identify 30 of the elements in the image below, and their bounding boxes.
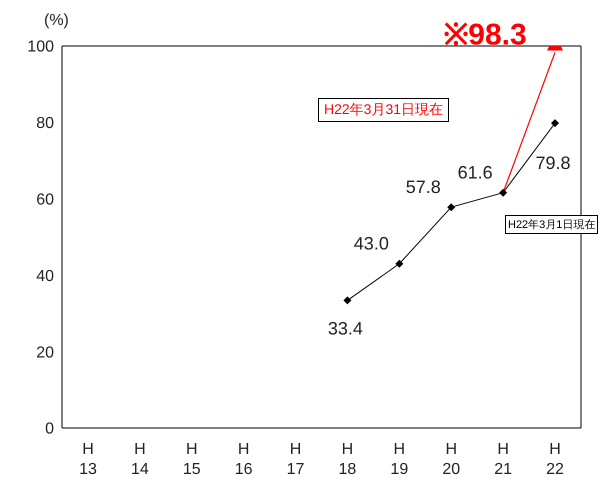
data-label: 33.4 [328,318,363,338]
y-tick-label: 60 [36,191,54,208]
x-tick-label: H 18 [338,441,356,478]
x-tick-label: H 22 [546,441,564,478]
data-label: 79.8 [535,153,571,174]
data-label: 57.8 [406,177,441,198]
annotation: H22年3月31日現在 [318,98,450,122]
y-tick-label: 20 [36,344,54,362]
x-tick-label: H 19 [390,441,408,478]
x-tick-label: H 20 [442,441,460,478]
x-tick-label: H 17 [286,441,305,478]
y-tick-label: 0 [45,420,54,438]
x-tick-label: H 16 [234,441,253,478]
x-tick-label: H 21 [494,441,512,478]
point [343,296,352,304]
data-label: 43.0 [354,234,389,254]
x-tick-label: H 14 [130,441,149,478]
y-axis-title: (%) [44,12,69,30]
y-tick-label: 40 [36,268,54,285]
x-tick-label: H 13 [79,441,97,478]
data-label: 61.6 [458,162,493,183]
annotation: H22年3月1日現在 [505,215,598,234]
data-label: ※98.3 [443,18,527,52]
point [447,203,456,212]
point [551,119,559,128]
point [395,260,404,268]
y-tick-label: 80 [36,115,54,132]
x-tick-label: H 15 [182,441,201,478]
y-tick-label: 100 [27,38,54,56]
point [499,188,508,197]
